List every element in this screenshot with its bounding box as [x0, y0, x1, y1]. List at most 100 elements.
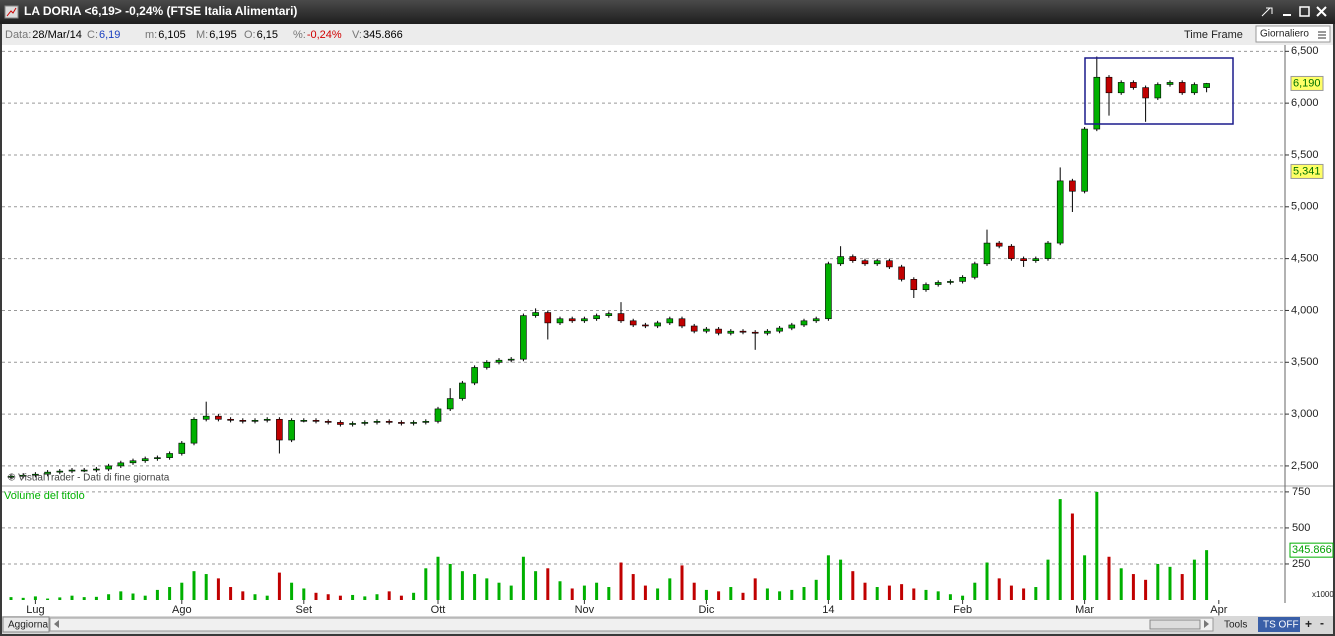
volume-bar — [985, 562, 989, 600]
time-frame-value[interactable]: Giornaliero — [1260, 29, 1309, 40]
candle-body — [1056, 180, 1064, 244]
ts-button[interactable] — [1258, 617, 1300, 632]
candle-body — [568, 318, 576, 322]
candle-body — [202, 415, 210, 420]
candle-body — [898, 266, 905, 280]
volume-bar — [582, 585, 586, 600]
volume-bar — [399, 595, 403, 600]
candle-body — [276, 418, 283, 441]
volume-bar — [412, 592, 416, 600]
x-tick-label: Ago — [172, 604, 192, 616]
volume-bar — [1144, 579, 1148, 600]
info-bar — [2, 24, 1333, 45]
volume-bar — [119, 591, 123, 600]
time-frame-select[interactable] — [1255, 25, 1331, 43]
volume-bar — [1070, 513, 1074, 600]
info-fields: Data: 28/Mar/14 C: 6,19 m: 6,105 M: 6,195 O: 6,15… — [5, 29, 403, 41]
volume-bar — [82, 597, 86, 600]
candle-body — [324, 421, 332, 423]
candle-body — [520, 315, 527, 360]
info-value: 345.866 — [363, 29, 403, 41]
volume-bar — [46, 598, 50, 600]
candle-body — [1178, 82, 1186, 94]
candle-body — [837, 256, 844, 265]
candle-body — [715, 328, 722, 334]
candle-body — [739, 330, 747, 333]
tools-button[interactable]: Tools — [1224, 620, 1247, 631]
candle-body — [666, 318, 674, 324]
y-tick-label: 5,000 — [1291, 201, 1319, 213]
candle-body — [239, 420, 247, 422]
candle-body — [812, 318, 820, 322]
y-tick-label: 6,000 — [1291, 97, 1319, 109]
candle-body — [849, 256, 857, 261]
candle-body — [263, 418, 271, 421]
price-badge-label: 5,341 — [1293, 165, 1321, 177]
volume-bar — [290, 582, 294, 600]
volume-bar — [936, 591, 940, 600]
y-tick-label: 4,500 — [1291, 253, 1319, 265]
volume-bar — [1131, 574, 1135, 600]
window-controls[interactable] — [1261, 6, 1327, 17]
volume-bar — [338, 595, 342, 600]
volume-bar — [241, 591, 245, 600]
candle-body — [678, 318, 686, 327]
candle-body — [654, 322, 661, 327]
volume-bar — [94, 596, 98, 600]
volume-bar — [753, 578, 757, 600]
candle-body — [398, 422, 405, 424]
info-label: V: — [352, 29, 362, 41]
info-value: 6,105 — [158, 29, 186, 41]
candle-body — [178, 442, 186, 454]
volume-bar — [948, 594, 952, 600]
price-badge-label: 6,190 — [1293, 77, 1321, 89]
maximize-button[interactable] — [1299, 6, 1310, 17]
candle-body — [910, 279, 918, 291]
volume-bar — [961, 595, 965, 600]
candle-body — [1130, 82, 1137, 88]
zoom-out[interactable]: - — [1320, 616, 1324, 630]
close-button[interactable] — [1316, 6, 1327, 17]
candle-body — [764, 330, 771, 334]
volume-bar — [1192, 559, 1196, 600]
refresh-button[interactable] — [2, 616, 50, 633]
x-tick-label: Ott — [431, 604, 446, 616]
volume-bar — [1119, 568, 1123, 600]
minimize-button[interactable] — [1283, 14, 1291, 16]
volume-bar — [765, 588, 769, 600]
x-tick-label: Apr — [1210, 604, 1227, 616]
volume-bar — [1156, 563, 1160, 600]
candle-body — [703, 328, 710, 332]
x-tick-label: Set — [296, 604, 313, 616]
scrollbar[interactable] — [49, 617, 1214, 632]
scroll-thumb[interactable] — [1149, 619, 1201, 630]
candle-body — [7, 475, 15, 478]
volume-unit: x1000 — [1312, 590, 1334, 599]
candle-body — [166, 453, 173, 458]
volume-bar — [460, 571, 464, 600]
volume-bar — [802, 587, 806, 600]
candle-body — [251, 420, 259, 422]
info-value: 6,195 — [209, 29, 237, 41]
volume-bar — [168, 587, 172, 600]
candle-body — [1081, 128, 1088, 192]
volume-bar — [155, 589, 159, 600]
app-icon-mark — [6, 7, 17, 17]
volume-bar — [924, 589, 928, 600]
volume-bar — [277, 572, 281, 600]
volume-bar — [595, 582, 599, 600]
window-title: LA DORIA <6,19> -0,24% (FTSE Italia Alim… — [24, 4, 297, 18]
x-tick-label: Lug — [26, 604, 44, 616]
candle-body — [825, 263, 832, 320]
candle-body — [544, 312, 552, 324]
candle-body — [32, 473, 39, 476]
ts-label[interactable]: TS OFF — [1263, 620, 1299, 631]
refresh-label[interactable]: Aggiorna — [8, 620, 48, 631]
tool-button[interactable] — [1261, 7, 1273, 17]
zoom-in[interactable]: + — [1305, 617, 1312, 631]
volume-bar — [509, 585, 513, 600]
volume-bar — [485, 578, 489, 600]
candle-body — [1203, 83, 1210, 88]
candle-body — [1142, 87, 1149, 99]
x-tick-label: Dic — [698, 604, 714, 616]
